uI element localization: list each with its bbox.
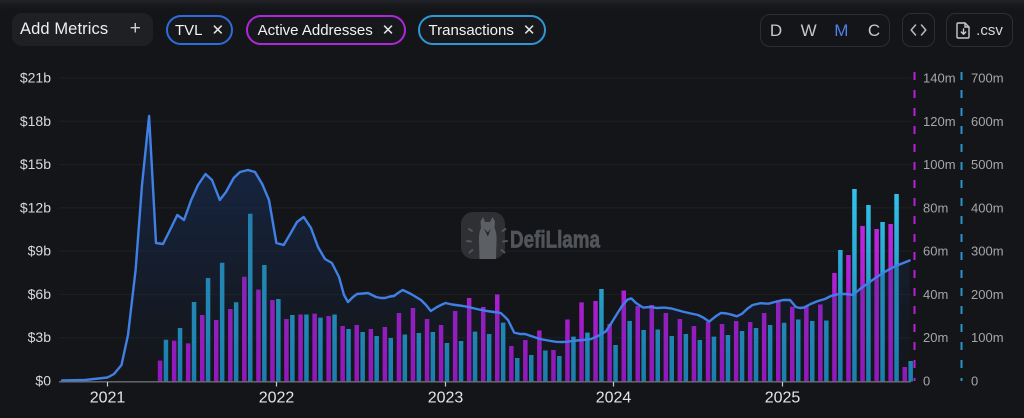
svg-text:0: 0 [971,374,978,389]
svg-text:$18b: $18b [20,113,51,129]
svg-text:700m: 700m [971,71,1004,86]
svg-text:80m: 80m [923,200,948,215]
svg-text:$15b: $15b [20,156,51,172]
svg-text:2022: 2022 [259,390,295,407]
svg-text:200m: 200m [971,287,1004,302]
svg-text:600m: 600m [971,114,1004,129]
svg-text:400m: 400m [971,200,1004,215]
svg-text:60m: 60m [923,244,948,259]
svg-text:$9b: $9b [28,243,52,259]
svg-text:120m: 120m [923,114,956,129]
svg-text:20m: 20m [923,330,948,345]
svg-text:$21b: $21b [20,70,51,86]
svg-text:$12b: $12b [20,199,51,215]
svg-text:300m: 300m [971,244,1004,259]
svg-text:140m: 140m [923,71,956,86]
svg-text:2023: 2023 [428,390,464,407]
svg-text:DefiLlama: DefiLlama [510,227,601,254]
svg-text:500m: 500m [971,157,1004,172]
svg-text:2021: 2021 [90,390,126,407]
svg-text:40m: 40m [923,287,948,302]
svg-text:100m: 100m [923,157,956,172]
svg-text:2025: 2025 [765,390,801,407]
svg-text:0: 0 [923,374,930,389]
svg-text:100m: 100m [971,330,1004,345]
svg-text:$3b: $3b [28,329,52,345]
svg-text:2024: 2024 [596,390,632,407]
svg-text:$6b: $6b [28,286,52,302]
svg-text:$0: $0 [35,373,51,389]
